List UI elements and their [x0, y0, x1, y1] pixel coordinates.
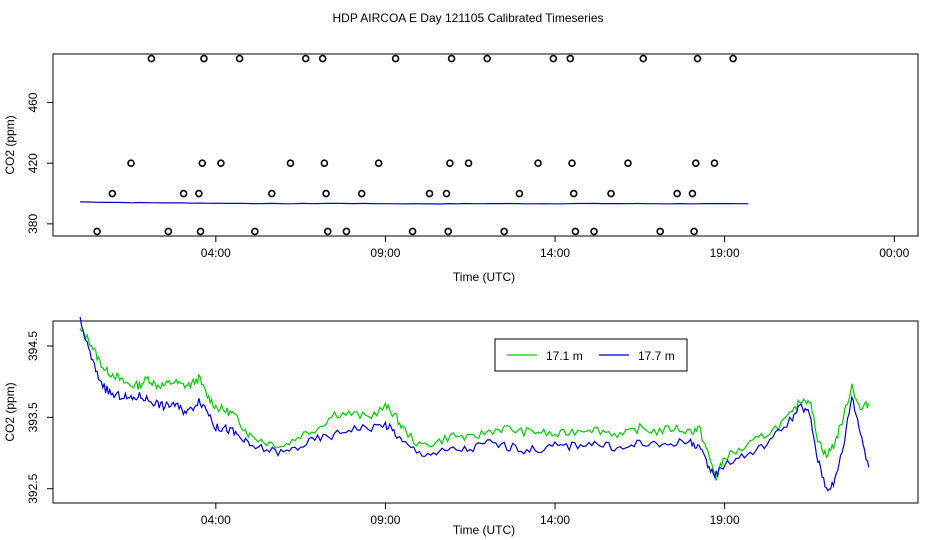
data-point	[568, 159, 576, 167]
top-panel-series	[80, 201, 749, 205]
data-point	[93, 227, 101, 236]
top-panel: 04:00 09:00 14:00 19:00 00:00 380 420 460 Time …	[3, 53, 919, 284]
bottom-panel-ylabel: CO2 (ppm)	[3, 382, 17, 441]
data-point	[198, 159, 207, 167]
data-point	[442, 189, 451, 198]
legend-label-17-1m: 17.1 m	[546, 349, 583, 363]
data-point	[322, 189, 330, 198]
data-point	[179, 189, 188, 198]
data-point	[164, 227, 173, 236]
y-tick-label: 392.5	[26, 473, 40, 503]
series-line-17-7-m	[79, 316, 870, 492]
x-tick-label: 00:00	[879, 246, 909, 260]
bottom-panel-axes: 04:00 09:00 14:00 19:00 392.5 393.5 394.5	[26, 331, 740, 527]
data-point	[446, 159, 454, 167]
data-point	[286, 159, 295, 167]
top-panel-ylabel: CO2 (ppm)	[3, 115, 17, 174]
x-tick-label: 09:00	[370, 513, 400, 527]
data-point	[607, 189, 615, 198]
chart-title: HDP AIRCOA E Day 121105 Calibrated Times…	[332, 11, 603, 25]
data-point	[251, 227, 259, 236]
data-point	[693, 54, 702, 63]
bottom-panel-xlabel: Time (UTC)	[453, 523, 515, 537]
data-point	[147, 54, 156, 63]
series-line-17-1-m	[79, 328, 870, 481]
x-tick-label: 04:00	[201, 246, 231, 260]
data-point	[549, 54, 558, 63]
data-point	[688, 189, 697, 198]
data-point	[267, 189, 276, 198]
data-point	[217, 159, 225, 167]
data-point	[318, 54, 327, 63]
y-tick-label: 460	[26, 92, 40, 112]
data-point	[444, 227, 452, 236]
data-point	[408, 227, 417, 236]
data-point	[391, 54, 400, 63]
x-tick-label: 04:00	[201, 513, 231, 527]
data-point	[515, 189, 524, 198]
data-point	[569, 189, 578, 198]
data-point	[320, 159, 329, 167]
data-point	[673, 189, 681, 198]
data-point	[323, 227, 332, 236]
top-panel-frame	[52, 53, 919, 237]
legend: 17.1 m 17.7 m	[494, 338, 688, 372]
data-point	[447, 54, 456, 63]
data-point	[590, 227, 598, 236]
x-tick-label: 19:00	[710, 246, 740, 260]
data-point	[195, 189, 203, 198]
series-line-mean	[80, 201, 749, 205]
y-tick-label: 393.5	[26, 402, 40, 432]
top-panel-xlabel: Time (UTC)	[453, 270, 515, 284]
data-point	[690, 227, 698, 236]
y-tick-label: 394.5	[26, 331, 40, 361]
bottom-panel: 04:00 09:00 14:00 19:00 392.5 393.5 394.5 17.1…	[3, 316, 919, 537]
bottom-panel-frame	[52, 320, 919, 504]
data-point	[729, 54, 737, 63]
data-point	[235, 54, 244, 63]
x-tick-label: 14:00	[540, 246, 570, 260]
data-point	[196, 227, 205, 236]
x-tick-label: 14:00	[540, 513, 570, 527]
top-panel-points	[93, 54, 737, 236]
data-point	[624, 159, 632, 167]
data-point	[425, 189, 434, 198]
data-point	[464, 159, 473, 167]
data-point	[301, 54, 310, 63]
data-point	[710, 159, 719, 167]
data-point	[127, 159, 135, 167]
bottom-panel-series	[79, 316, 870, 492]
data-point	[692, 159, 700, 167]
data-point	[534, 159, 542, 167]
top-panel-axes: 04:00 09:00 14:00 19:00 00:00 380 420 460	[26, 92, 910, 260]
legend-label-17-7m: 17.7 m	[638, 349, 675, 363]
data-point	[357, 189, 366, 198]
data-point	[639, 54, 648, 63]
data-point	[200, 54, 208, 63]
y-tick-label: 380	[26, 214, 40, 234]
data-point	[374, 159, 383, 167]
x-tick-label: 09:00	[370, 246, 400, 260]
x-tick-label: 19:00	[710, 513, 740, 527]
data-point	[342, 227, 351, 236]
data-point	[656, 227, 664, 236]
data-point	[566, 54, 575, 63]
data-point	[108, 189, 117, 198]
y-tick-label: 420	[26, 153, 40, 173]
data-point	[483, 54, 491, 63]
data-point	[500, 227, 508, 236]
data-point	[571, 227, 580, 236]
